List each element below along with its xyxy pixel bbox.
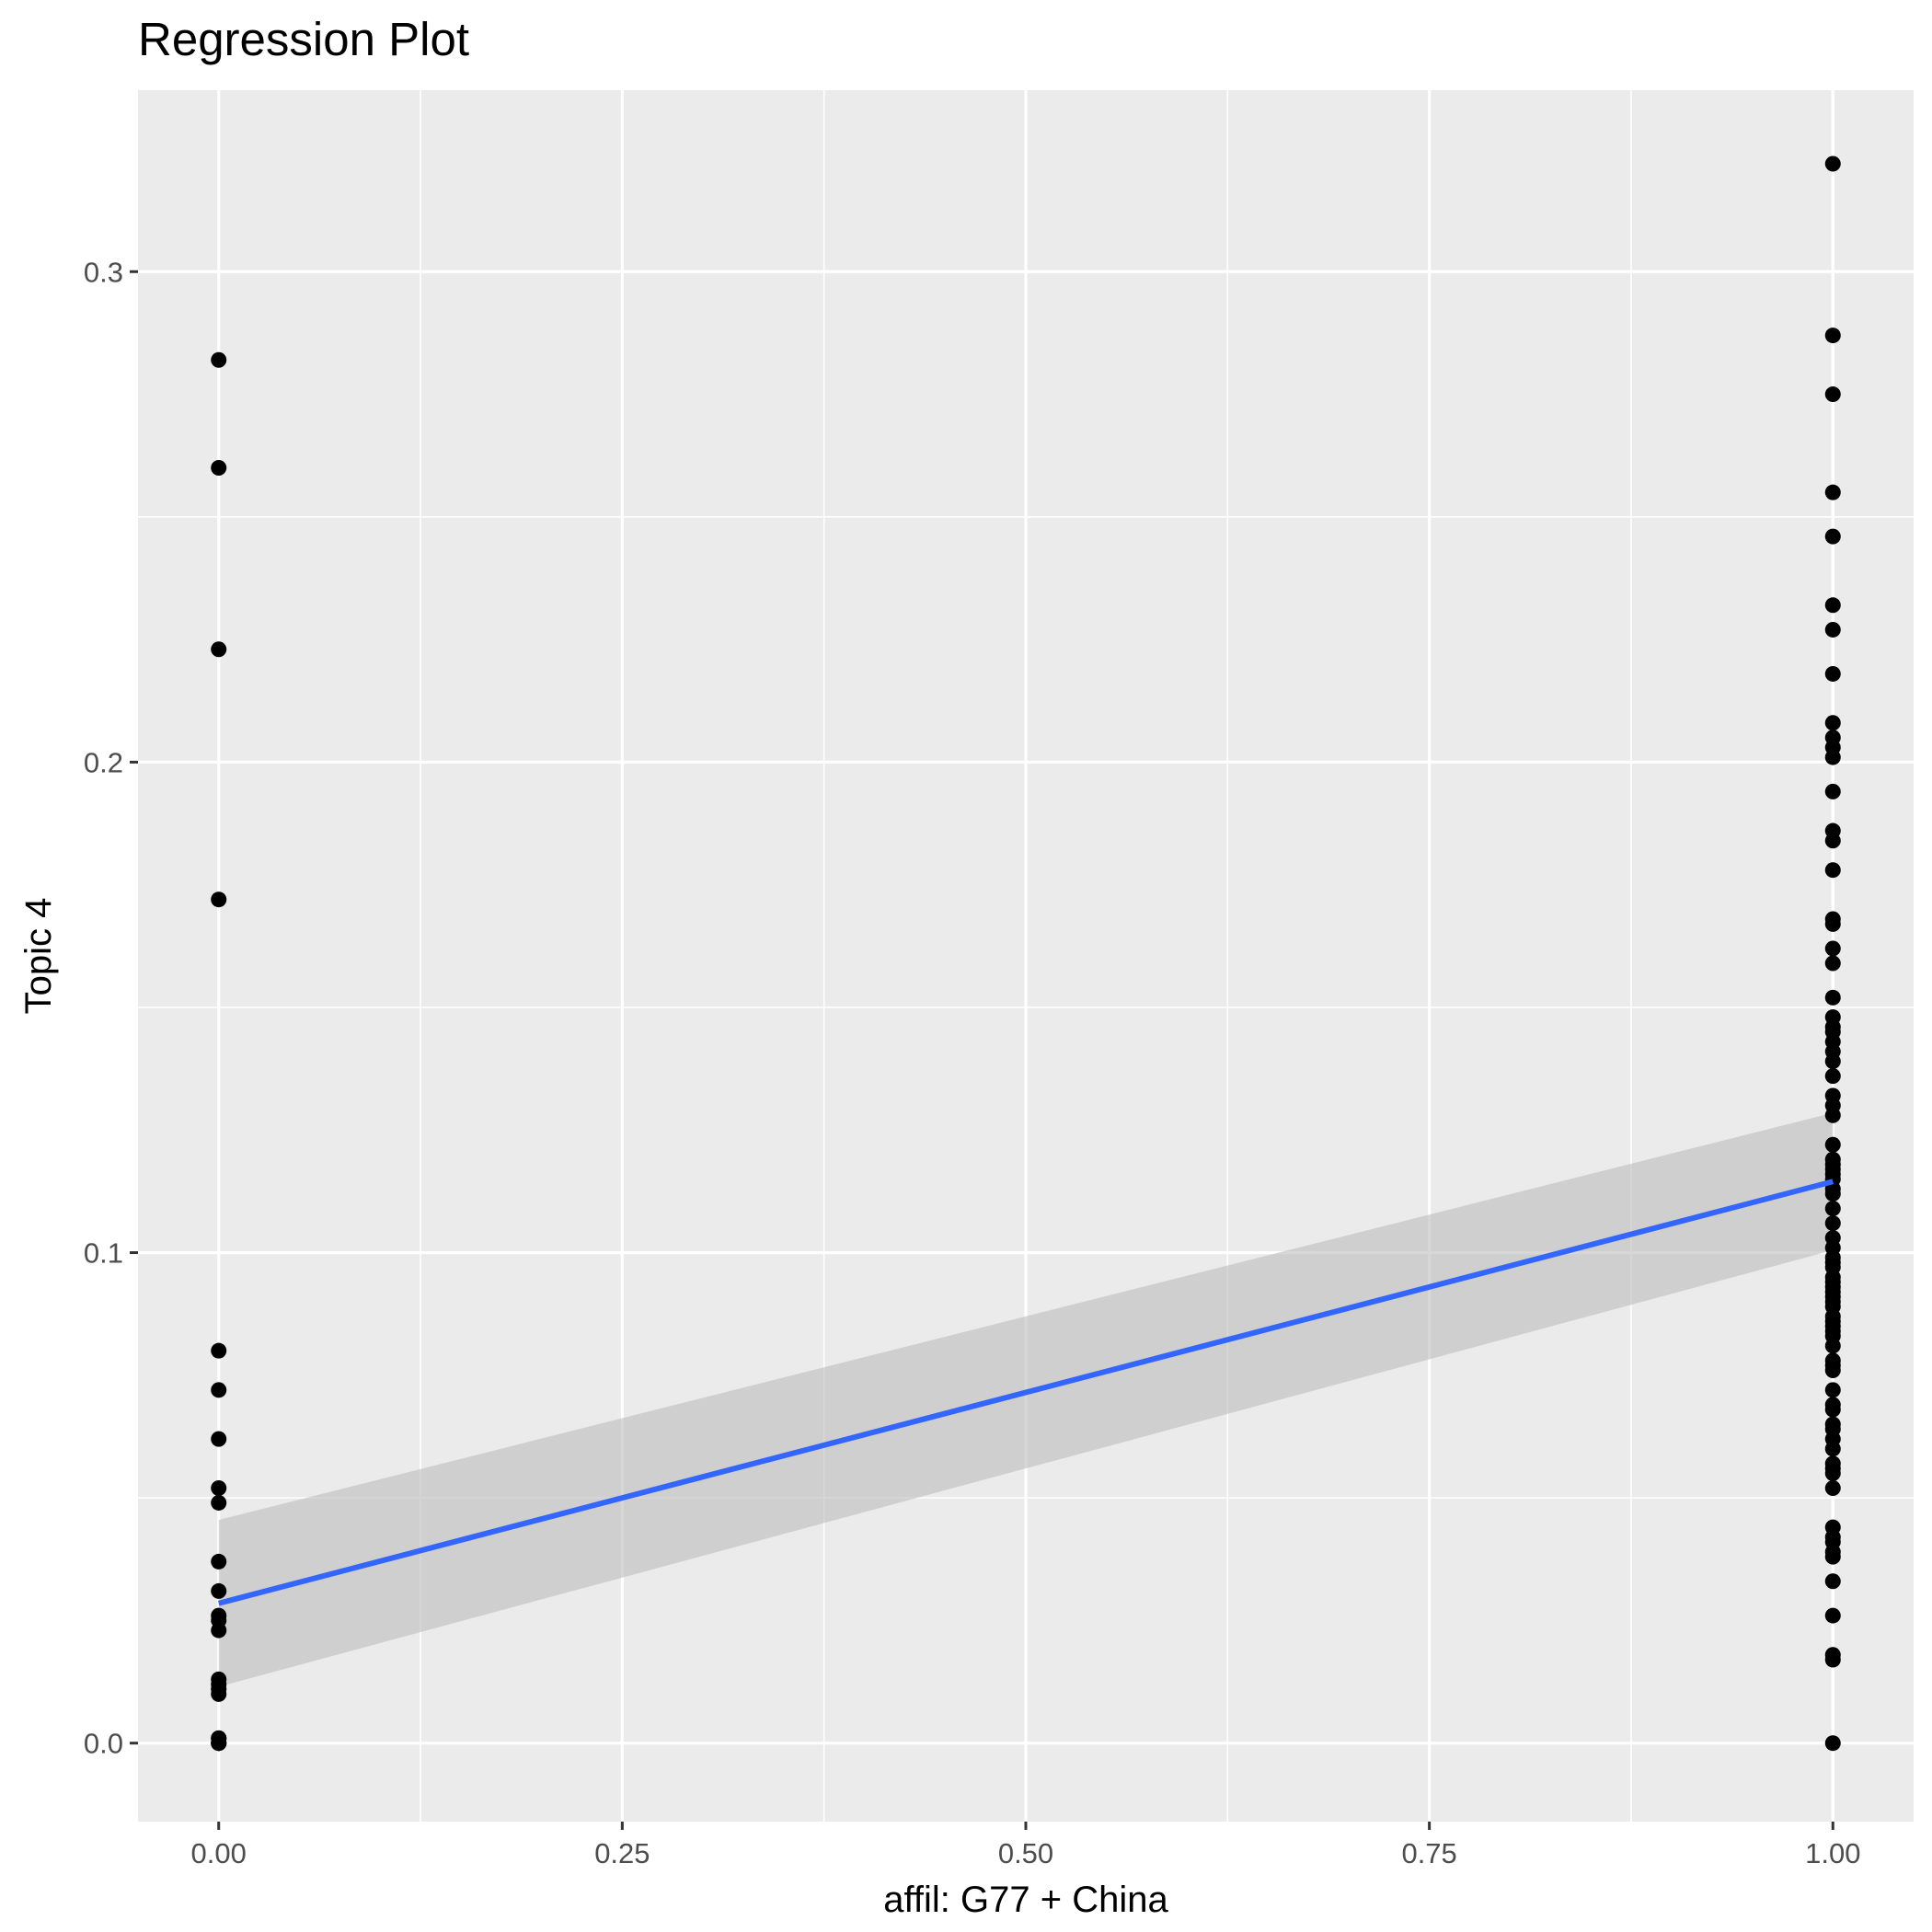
x-tick-label: 0.00 (191, 1837, 247, 1869)
data-point (1824, 955, 1841, 972)
data-point (211, 1582, 227, 1599)
data-point (1824, 1651, 1841, 1668)
y-tick-label: 0.1 (84, 1237, 123, 1270)
data-point (1824, 386, 1841, 403)
data-point (211, 1479, 227, 1496)
data-point (211, 1431, 227, 1447)
data-point (1824, 715, 1841, 731)
data-point (211, 1382, 227, 1398)
data-point (1824, 1274, 1841, 1291)
data-point (1824, 1735, 1841, 1752)
data-point (1824, 155, 1841, 172)
data-point (1824, 597, 1841, 614)
data-point (211, 1494, 227, 1511)
y-tick-label: 0.3 (84, 256, 123, 288)
x-axis: 0.00 0.25 0.50 0.75 1.00 (191, 1822, 1860, 1869)
data-point (211, 1553, 227, 1570)
y-axis-title: Topic 4 (18, 898, 59, 1015)
y-tick-label: 0.2 (84, 746, 123, 778)
data-point (1824, 1441, 1841, 1457)
y-tick-label: 0.0 (84, 1728, 123, 1760)
data-point (1824, 989, 1841, 1006)
data-point (1824, 1215, 1841, 1232)
data-point (1824, 862, 1841, 879)
data-point (211, 891, 227, 908)
data-point (1824, 1053, 1841, 1070)
data-point (211, 1342, 227, 1359)
data-point (1824, 1201, 1841, 1217)
y-axis: 0.0 0.1 0.2 0.3 (84, 256, 138, 1760)
regression-line (217, 1179, 1834, 1606)
chart-title: Regression Plot (138, 13, 469, 65)
data-point (1824, 915, 1841, 932)
data-point (1824, 1156, 1841, 1173)
data-point (1824, 1107, 1841, 1123)
confidence-band (218, 1112, 1834, 1687)
data-point (211, 1622, 227, 1639)
x-tick-label: 0.50 (998, 1837, 1053, 1869)
data-point (1824, 1573, 1841, 1590)
data-point (1824, 1254, 1841, 1271)
x-axis-title: affil: G77 + China (883, 1880, 1168, 1920)
data-point (1824, 528, 1841, 545)
data-point (1824, 1397, 1841, 1413)
data-point (1824, 1607, 1841, 1624)
x-tick-label: 1.00 (1805, 1837, 1860, 1869)
data-point (1824, 940, 1841, 957)
data-point (211, 351, 227, 368)
data-point (211, 460, 227, 477)
data-point (211, 641, 227, 658)
data-point (1824, 1323, 1841, 1340)
data-point (211, 1685, 227, 1702)
data-point (1824, 1338, 1841, 1354)
data-point (211, 1735, 227, 1752)
data-point (1824, 665, 1841, 682)
x-tick-label: 0.25 (594, 1837, 650, 1869)
data-points (211, 155, 1841, 1752)
data-point (1824, 1018, 1841, 1035)
data-point (1824, 1465, 1841, 1481)
data-point (1824, 1479, 1841, 1496)
data-point (1824, 621, 1841, 638)
data-point (1824, 1068, 1841, 1085)
data-point (1824, 1186, 1841, 1202)
data-point (1824, 749, 1841, 765)
data-point (1824, 1357, 1841, 1374)
data-point (1824, 1548, 1841, 1565)
data-point (1824, 484, 1841, 500)
data-point (1824, 833, 1841, 849)
major-gridlines (138, 90, 1914, 1822)
data-point (1824, 328, 1841, 344)
x-tick-label: 0.75 (1401, 1837, 1456, 1869)
data-point (1824, 1136, 1841, 1153)
data-point (1824, 783, 1841, 799)
data-point (1824, 1382, 1841, 1398)
